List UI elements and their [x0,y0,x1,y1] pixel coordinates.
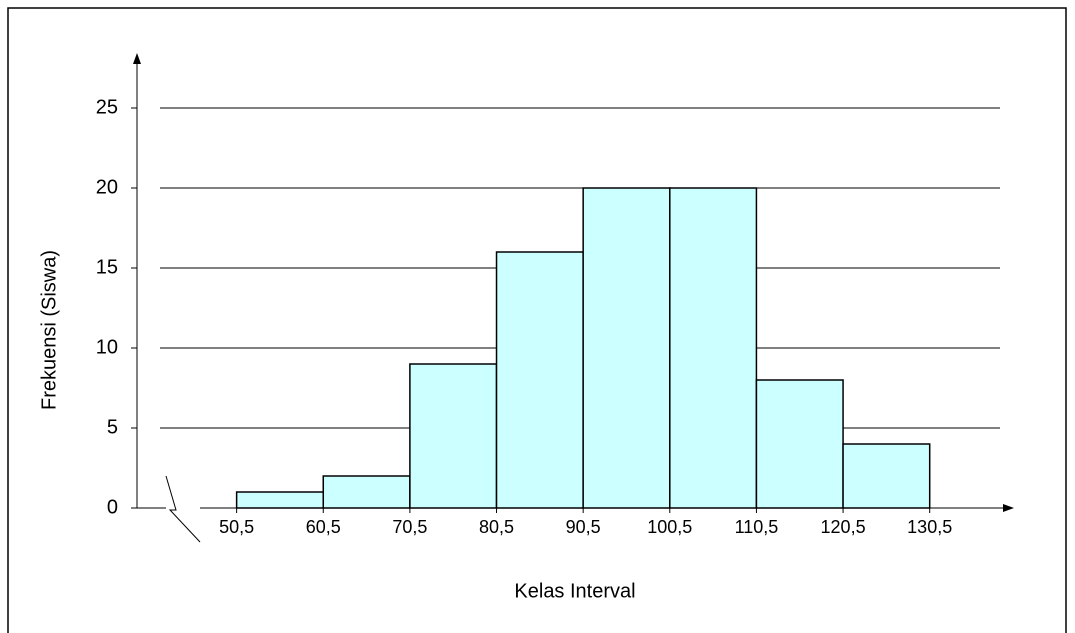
x-tick-label: 60,5 [306,517,341,537]
x-tick-label: 80,5 [479,517,514,537]
plot: 0 5 10 15 20 25 50,5 60,5 70,5 80,5 90,5 100,5 110,5… [96,96,1000,537]
axis-break [165,475,201,543]
x-tick-label: 120,5 [821,517,866,537]
bar [235,491,325,509]
x-tick-label: 90,5 [566,517,601,537]
x-tick-label: 70,5 [392,517,427,537]
bar [495,251,584,509]
y-tick-label: 25 [96,96,118,118]
x-tick-label: 110,5 [735,517,779,537]
x-tick-label: 130,5 [907,517,952,537]
bar [755,379,844,509]
x-axis-label: Kelas Interval [514,580,635,602]
x-tick-label: 50,5 [219,517,254,537]
y-axis-arrow [133,53,141,64]
bar [842,443,931,509]
bar [669,187,758,509]
y-tick-label: 10 [96,336,118,358]
y-tick-label: 15 [96,256,118,278]
frame [7,7,1067,633]
y-tick-label: 0 [107,496,118,518]
y-tick-label: 20 [96,176,118,198]
bar [409,363,498,509]
x-tick-label: 100,5 [647,517,692,537]
y-axis-label: Frekuensi (Siswa) [38,250,60,410]
bar [582,187,671,509]
bar [322,475,411,509]
x-axis-arrow [1003,504,1014,512]
y-tick-label: 5 [107,416,118,438]
